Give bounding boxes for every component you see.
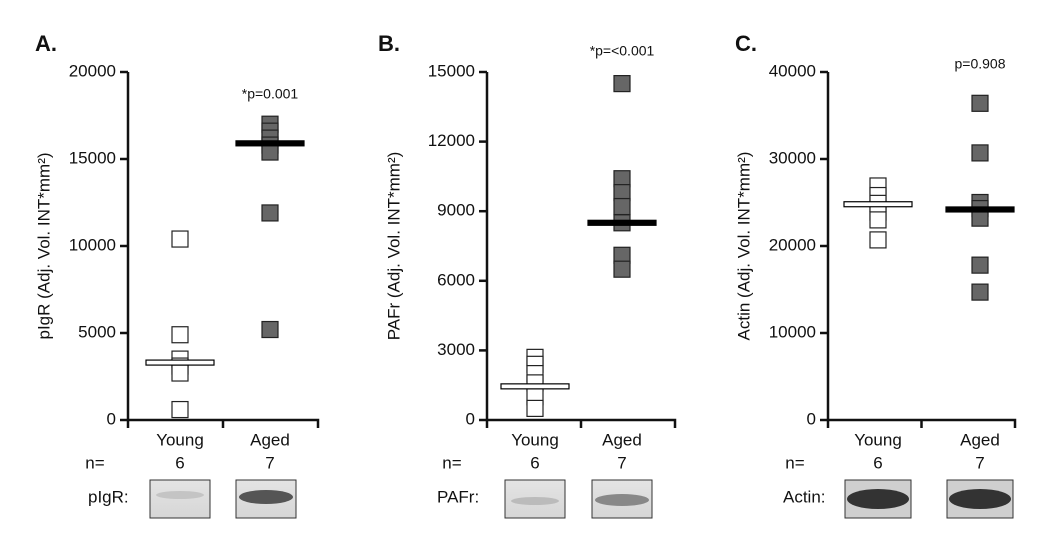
center-line bbox=[235, 140, 305, 147]
n-label: n= bbox=[442, 453, 461, 472]
data-point bbox=[971, 283, 989, 301]
y-tick-label: 40000 bbox=[769, 61, 816, 80]
axis bbox=[485, 72, 677, 428]
y-tick-label: 5000 bbox=[78, 322, 116, 341]
axis bbox=[126, 72, 320, 428]
y-axis-label: Actin (Adj. Vol. INT*mm²) bbox=[734, 152, 753, 341]
data-point bbox=[171, 326, 189, 344]
y-axis-label: pIgR (Adj. Vol. INT*mm²) bbox=[34, 152, 53, 339]
data-point bbox=[171, 364, 189, 382]
blot-label: Actin: bbox=[783, 487, 826, 506]
data-point bbox=[613, 74, 631, 93]
annotation: *p=<0.001 bbox=[590, 43, 655, 59]
annotation: p=0.908 bbox=[955, 56, 1006, 72]
center-line bbox=[587, 219, 657, 226]
data-point bbox=[869, 211, 887, 229]
y-tick-label: 10000 bbox=[69, 235, 116, 254]
data-point bbox=[261, 204, 279, 222]
center-line bbox=[843, 201, 913, 208]
y-tick-label: 20000 bbox=[69, 61, 116, 80]
blot-label: pIgR: bbox=[88, 487, 129, 506]
y-axis-label: PAFr (Adj. Vol. INT*mm²) bbox=[384, 152, 403, 341]
n-value: 7 bbox=[975, 453, 984, 472]
y-tick-label: 30000 bbox=[769, 148, 816, 167]
data-point bbox=[613, 260, 631, 278]
y-tick-label: 20000 bbox=[769, 235, 816, 254]
x-tick-label: Aged bbox=[250, 430, 290, 449]
x-tick-label: Young bbox=[854, 430, 902, 449]
data-point bbox=[613, 197, 631, 216]
n-label: n= bbox=[785, 453, 804, 472]
blots bbox=[149, 479, 1014, 519]
data-point bbox=[526, 399, 544, 417]
n-value: 7 bbox=[265, 453, 274, 472]
y-tick-label: 12000 bbox=[428, 131, 475, 150]
x-tick-label: Aged bbox=[602, 430, 642, 449]
y-tick-label: 15000 bbox=[69, 148, 116, 167]
blot-label: PAFr: bbox=[437, 487, 479, 506]
y-tick-label: 15000 bbox=[428, 61, 475, 80]
n-value: 6 bbox=[873, 453, 882, 472]
center-line bbox=[145, 359, 215, 366]
y-tick-label: 0 bbox=[466, 409, 475, 428]
y-tick-label: 6000 bbox=[437, 270, 475, 289]
data-point bbox=[971, 256, 989, 274]
data-point bbox=[869, 231, 887, 249]
panel-label: B. bbox=[378, 31, 400, 56]
data-point bbox=[171, 400, 189, 419]
data-point bbox=[171, 230, 189, 248]
y-tick-label: 10000 bbox=[769, 322, 816, 341]
data-point bbox=[971, 144, 989, 162]
y-tick-label: 0 bbox=[107, 409, 116, 428]
data-point bbox=[971, 94, 989, 112]
data-point bbox=[261, 320, 279, 339]
center-line bbox=[500, 383, 570, 390]
panel-label: A. bbox=[35, 31, 57, 56]
y-tick-label: 0 bbox=[807, 409, 816, 428]
n-value: 6 bbox=[530, 453, 539, 472]
y-tick-label: 3000 bbox=[437, 340, 475, 359]
n-value: 7 bbox=[617, 453, 626, 472]
y-tick-label: 9000 bbox=[437, 201, 475, 220]
center-line bbox=[945, 206, 1015, 213]
x-tick-label: Aged bbox=[960, 430, 1000, 449]
x-tick-label: Young bbox=[511, 430, 559, 449]
panel-label: C. bbox=[735, 31, 757, 56]
x-tick-label: Young bbox=[156, 430, 204, 449]
n-label: n= bbox=[85, 453, 104, 472]
axis bbox=[826, 72, 1017, 428]
n-value: 6 bbox=[175, 453, 184, 472]
annotation: *p=0.001 bbox=[242, 86, 299, 102]
